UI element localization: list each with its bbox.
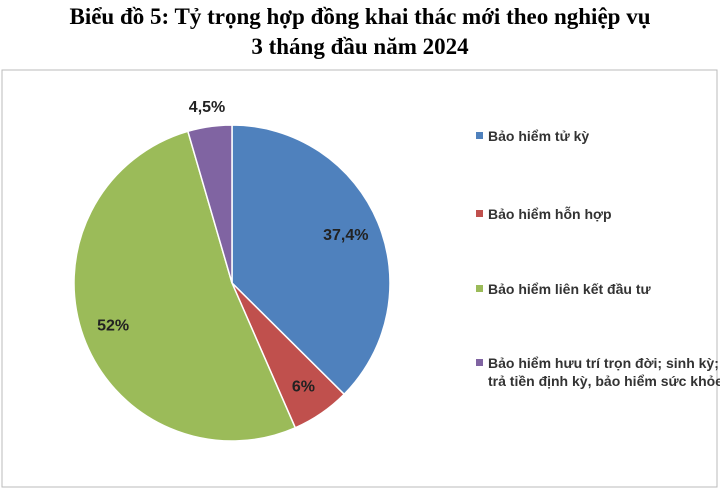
- legend-swatch: [476, 132, 483, 139]
- legend-item: Bảo hiểm hỗn hợp: [476, 205, 720, 223]
- legend-swatch: [476, 359, 483, 366]
- legend-label: Bảo hiểm hưu trí trọn đời; sinh kỳ; trả …: [488, 355, 720, 389]
- data-label: 37,4%: [323, 227, 368, 244]
- legend-item: Bảo hiểm hưu trí trọn đời; sinh kỳ; trả …: [476, 354, 720, 390]
- legend-swatch: [476, 210, 483, 217]
- data-label: 52%: [97, 317, 129, 334]
- title-line: Biểu đồ 5: Tỷ trọng hợp đồng khai thác m…: [69, 4, 651, 29]
- pie-slice: [231, 124, 391, 396]
- pie-slice: [186, 124, 233, 284]
- pie-slice: [73, 130, 297, 442]
- data-label: 6%: [292, 378, 315, 395]
- legend-label: Bảo hiểm hỗn hợp: [488, 206, 612, 222]
- legend-label: Bảo hiểm liên kết đầu tư: [488, 281, 651, 297]
- title-line: 3 tháng đầu năm 2024: [251, 34, 469, 59]
- legend-label: Bảo hiểm tử kỳ: [488, 128, 590, 144]
- data-label: 4,5%: [189, 99, 225, 116]
- chart-title: Biểu đồ 5: Tỷ trọng hợp đồng khai thác m…: [0, 2, 720, 62]
- legend-item: Bảo hiểm liên kết đầu tư: [476, 280, 720, 298]
- legend-item: Bảo hiểm tử kỳ: [476, 127, 720, 145]
- legend-swatch: [476, 285, 483, 292]
- chart-border: [1, 69, 718, 488]
